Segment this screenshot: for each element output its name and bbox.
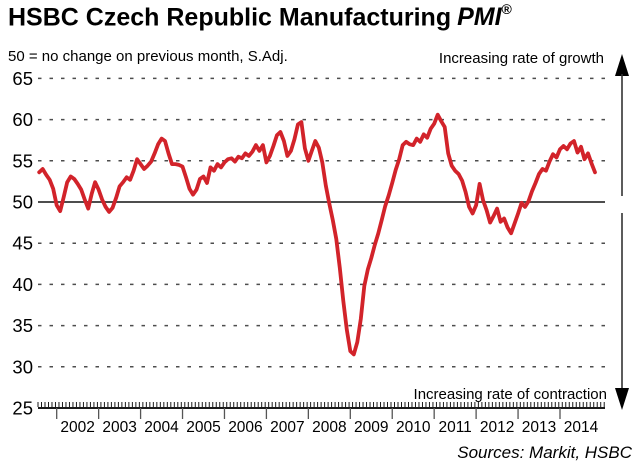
page-title: HSBC Czech Republic Manufacturing PMI® <box>8 1 512 32</box>
x-tick-label: 2009 <box>354 419 388 436</box>
grid <box>38 77 605 368</box>
y-tick-label: 40 <box>12 274 33 295</box>
registered-mark: ® <box>501 1 512 17</box>
page-title-pmi: PMI <box>457 3 502 32</box>
x-tick-label: 2006 <box>228 419 262 436</box>
page-title-main: HSBC Czech Republic Manufacturing <box>8 3 452 32</box>
annotation-growth: Increasing rate of growth <box>438 50 604 67</box>
x-tick-label: 2013 <box>522 419 556 436</box>
x-axis <box>37 402 605 419</box>
y-tick-label: 65 <box>12 68 33 89</box>
y-tick-label: 25 <box>12 398 33 419</box>
chart-subtitle: 50 = no change on previous month, S.Adj. <box>8 48 288 65</box>
x-tick-label: 2008 <box>312 419 346 436</box>
y-tick-label: 45 <box>12 233 33 254</box>
x-axis-labels: 2002 2003 2004 2005 2006 2007 2008 2009 2010 2011… <box>60 419 598 436</box>
trend-arrow <box>615 54 629 410</box>
sources-note: Sources: Markit, HSBC <box>457 443 632 462</box>
x-tick-label: 2007 <box>270 419 304 436</box>
x-tick-label: 2010 <box>396 419 431 436</box>
x-tick-label: 2005 <box>186 419 220 436</box>
y-tick-label: 30 <box>12 356 33 377</box>
y-tick-label: 35 <box>12 315 33 336</box>
x-tick-label: 2002 <box>60 419 94 436</box>
y-tick-label: 60 <box>12 109 33 130</box>
y-tick-label: 55 <box>12 150 33 171</box>
y-axis-labels: 25 30 35 40 45 50 55 60 65 <box>12 68 33 419</box>
y-tick-label: 50 <box>12 192 33 213</box>
annotation-contraction: Increasing rate of contraction <box>413 386 607 403</box>
pmi-line <box>37 112 597 357</box>
x-tick-label: 2014 <box>564 419 599 436</box>
x-tick-label: 2004 <box>144 419 179 436</box>
pmi-series-path <box>37 112 597 357</box>
x-tick-label: 2003 <box>102 419 136 436</box>
x-tick-label: 2012 <box>480 419 514 436</box>
x-tick-label: 2011 <box>438 419 471 436</box>
